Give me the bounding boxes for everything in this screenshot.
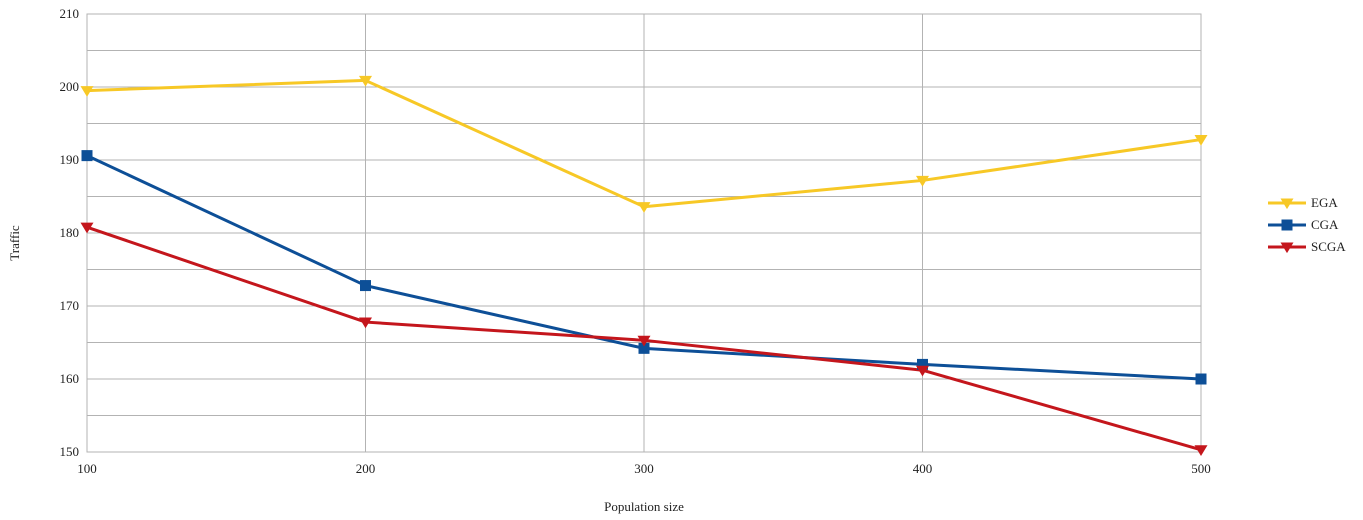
data-point-ega [359, 75, 372, 87]
y-tick-label: 170 [60, 298, 80, 313]
data-point-cga [81, 150, 93, 162]
legend-marker-scga [1280, 242, 1294, 254]
legend-marker-ega [1280, 198, 1294, 210]
y-tick-label: 210 [60, 6, 80, 21]
data-point-cga [917, 358, 928, 370]
data-point-scga [637, 335, 651, 347]
legend-marker-cga [1281, 219, 1293, 231]
legend-label-scga: SCGA [1311, 239, 1346, 254]
series-markers [80, 75, 1208, 456]
data-point-ega [916, 175, 929, 187]
data-point-scga [359, 317, 372, 329]
data-point-scga [80, 222, 94, 234]
x-tick-label: 300 [634, 461, 654, 476]
data-point-cga [638, 342, 650, 354]
data-point-scga [916, 365, 929, 377]
y-tick-label: 150 [60, 444, 80, 459]
x-axis-ticks: 100 200 300 400 500 [77, 461, 1211, 476]
data-point-ega [1194, 135, 1208, 146]
x-axis-title: Population size [604, 499, 684, 514]
data-point-scga [1194, 445, 1208, 456]
data-point-cga [360, 280, 371, 292]
legend: EGA CGA SCGA [1268, 195, 1346, 254]
x-tick-label: 500 [1191, 461, 1211, 476]
y-tick-label: 190 [60, 152, 80, 167]
x-tick-label: 400 [913, 461, 933, 476]
y-axis-ticks: 150 160 170 180 190 200 210 [60, 6, 80, 459]
x-tick-label: 200 [356, 461, 376, 476]
y-axis-title: Traffic [7, 225, 22, 261]
y-tick-label: 180 [60, 225, 80, 240]
data-point-ega [80, 86, 94, 97]
y-tick-label: 160 [60, 371, 80, 386]
y-tick-label: 200 [60, 79, 80, 94]
x-tick-label: 100 [77, 461, 97, 476]
legend-label-ega: EGA [1311, 195, 1338, 210]
data-point-cga [1195, 373, 1207, 385]
data-point-ega [637, 202, 651, 213]
legend-label-cga: CGA [1311, 217, 1339, 232]
